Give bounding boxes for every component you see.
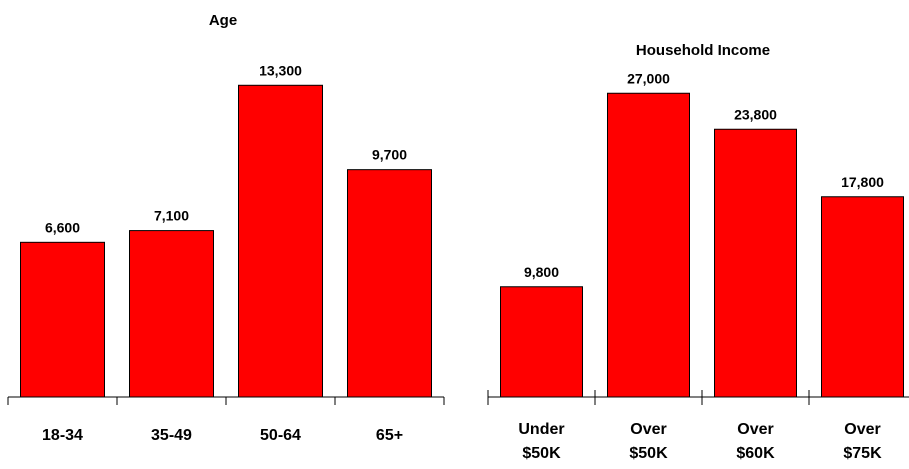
- age-bar: [129, 230, 214, 398]
- age-bar: [238, 84, 323, 398]
- income-value-label: 9,800: [524, 264, 559, 280]
- age-value-label: 13,300: [259, 62, 302, 78]
- income-value-label: 17,800: [841, 174, 884, 190]
- income-value-label: 27,000: [627, 70, 670, 86]
- income-category-label: Over $60K: [736, 421, 775, 462]
- age-chart-title: Age: [209, 12, 237, 29]
- age-chart: Age 6,600 18-34 7,100 35-49 13,300 50-64 9,700…: [7, 12, 445, 444]
- age-category-label: 50-64: [260, 427, 301, 444]
- age-category-label: 18-34: [42, 427, 83, 444]
- age-category-label: 35-49: [151, 427, 192, 444]
- age-category-label: 65+: [376, 427, 403, 444]
- age-bar: [20, 241, 105, 398]
- age-value-label: 7,100: [154, 208, 189, 224]
- age-value-label: 6,600: [45, 219, 80, 235]
- income-bar: [714, 128, 797, 398]
- income-category-label: Over $75K: [843, 421, 882, 462]
- income-bar: [821, 196, 904, 398]
- income-bar: [500, 286, 583, 398]
- income-value-label: 23,800: [734, 106, 777, 122]
- income-category-label: Over $50K: [629, 421, 668, 462]
- age-value-label: 9,700: [372, 147, 407, 163]
- income-bar: [607, 92, 690, 398]
- household-income-chart: Household Income 9,800 Under $50K 27,000 Ove…: [487, 42, 909, 462]
- age-bar: [347, 169, 432, 398]
- household-income-chart-title: Household Income: [636, 42, 770, 59]
- income-category-label: Under $50K: [518, 421, 564, 462]
